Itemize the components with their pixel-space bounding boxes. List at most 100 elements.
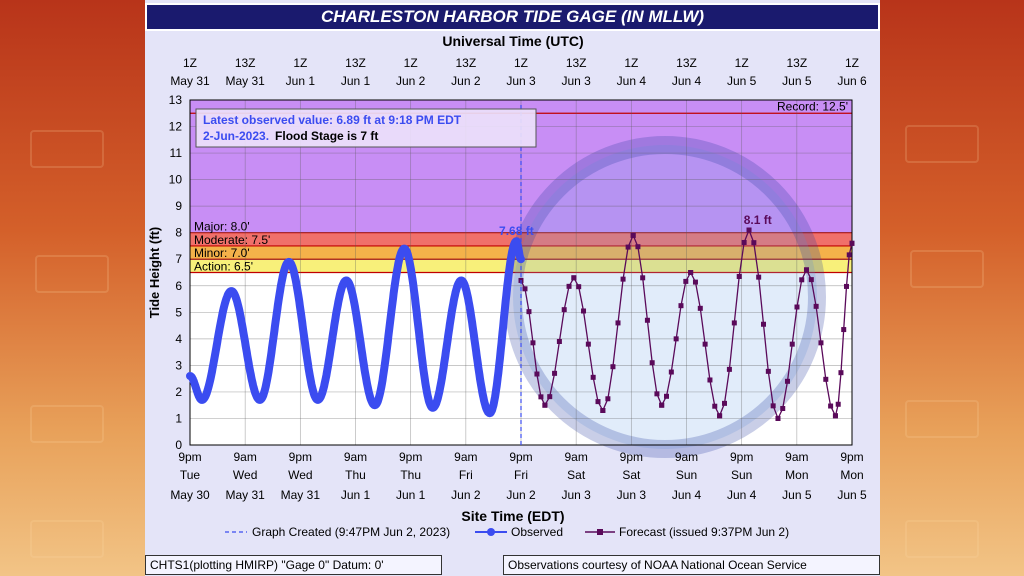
x-tick-time: 9am [454,450,477,464]
forecast-point [775,415,781,421]
forecast-point [534,371,540,377]
x-tick-time: 9pm [399,450,422,464]
forecast-point [630,232,636,238]
forecast-point [683,278,689,284]
x-tick-time: 9pm [840,450,863,464]
forecast-point [707,377,713,383]
x-tick-date: Jun 5 [782,488,812,502]
y-tick-label: 12 [169,120,183,134]
forecast-point [526,309,532,315]
stage-label-action: Action: 6.5' [194,260,253,274]
series-observed-line [186,237,525,418]
x-tick-day: Sun [731,468,752,482]
x-tick-time: 9am [675,450,698,464]
x-tick-date: Jun 4 [672,488,702,502]
x-tick-day: Fri [459,468,473,482]
top-tick-time: 1Z [624,56,638,70]
x-tick-date: Jun 1 [396,488,426,502]
forecast-point [640,275,646,281]
forecast-point [692,279,698,285]
info-flood-stage: Flood Stage is 7 ft [275,129,378,143]
chart-title: CHARLESTON HARBOR TIDE GAGE (IN MLLW) [145,3,880,31]
top-tick-date: Jun 3 [506,74,536,88]
x-tick-time: 9am [344,450,367,464]
x-tick-time: 9am [564,450,587,464]
forecast-point [605,396,611,402]
top-tick-date: Jun 5 [727,74,757,88]
x-tick-date: May 30 [170,488,210,502]
top-tick-time: 1Z [293,56,307,70]
forecast-point [542,402,548,408]
top-tick-time: 1Z [514,56,528,70]
y-tick-label: 5 [175,305,182,319]
x-tick-day: Mon [785,468,808,482]
forecast-point [530,340,536,346]
top-axis-label: Universal Time (UTC) [442,33,583,49]
x-tick-date: Jun 1 [341,488,371,502]
forecast-point [761,321,767,327]
x-tick-time: 9am [785,450,808,464]
y-tick-label: 8 [175,226,182,240]
x-tick-date: May 31 [281,488,321,502]
info-box [195,108,537,148]
forecast-point [726,366,732,372]
top-tick-date: Jun 3 [561,74,591,88]
x-tick-day: Tue [180,468,201,482]
stage-label-minor: Minor: 7.0' [194,246,250,260]
noaa-watermark [504,136,826,458]
x-tick-date: May 31 [225,488,265,502]
forecast-point [813,303,819,309]
top-tick-date: Jun 1 [286,74,316,88]
forecast-point [712,403,718,409]
y-tick-label: 11 [170,146,183,160]
top-tick-time: 1Z [735,56,749,70]
forecast-point [731,320,737,326]
forecast-point [620,276,626,282]
x-tick-day: Sun [676,468,697,482]
forecast-point [784,378,790,384]
forecast-point [780,406,786,412]
footer-datum: CHTS1(plotting HMIRP) "Gage 0" Datum: 0' [145,555,442,575]
top-tick-date: Jun 4 [617,74,647,88]
info-date: 2-Jun-2023. [203,129,269,143]
x-tick-day: Wed [288,468,312,482]
top-tick-time: 13Z [235,56,256,70]
forecast-point [678,303,684,309]
top-tick-time: 13Z [345,56,366,70]
peak-annotation: 7.68 ft [499,224,534,238]
x-tick-date: Jun 2 [451,488,481,502]
legend-forecast-marker [597,529,603,535]
info-date-line: 2-Jun-2023. Flood Stage is 7 ft [203,129,378,143]
forecast-point [610,364,616,370]
stage-label-major: Major: 8.0' [194,220,250,234]
peak-annotation: 8.1 ft [744,213,772,227]
y-tick-label: 1 [175,411,182,425]
top-tick-time: 13Z [786,56,807,70]
forecast-point [741,239,747,245]
forecast-point [668,369,674,375]
forecast-point [838,370,844,376]
y-tick-label: 9 [175,199,182,213]
top-tick-time: 1Z [404,56,418,70]
top-tick-time: 13Z [676,56,697,70]
forecast-point [566,283,572,289]
x-tick-time: 9pm [620,450,643,464]
x-tick-day: Fri [514,468,528,482]
top-tick-date: May 31 [225,74,265,88]
y-tick-label: 0 [175,438,182,452]
legend-observed-marker [487,528,495,536]
forecast-point [828,403,834,409]
forecast-point [808,277,814,283]
legend-forecast: Forecast (issued 9:37PM Jun 2) [619,525,789,539]
forecast-point [697,305,703,311]
stage-label-record: Record: 12.5' [777,99,848,113]
y-tick-label: 10 [169,173,183,187]
forecast-point [803,267,809,273]
forecast-point [823,376,829,382]
top-tick-date: Jun 2 [451,74,481,88]
y-tick-label: 6 [175,279,182,293]
forecast-point [615,320,621,326]
forecast-point [794,304,800,310]
forecast-point [590,374,596,380]
